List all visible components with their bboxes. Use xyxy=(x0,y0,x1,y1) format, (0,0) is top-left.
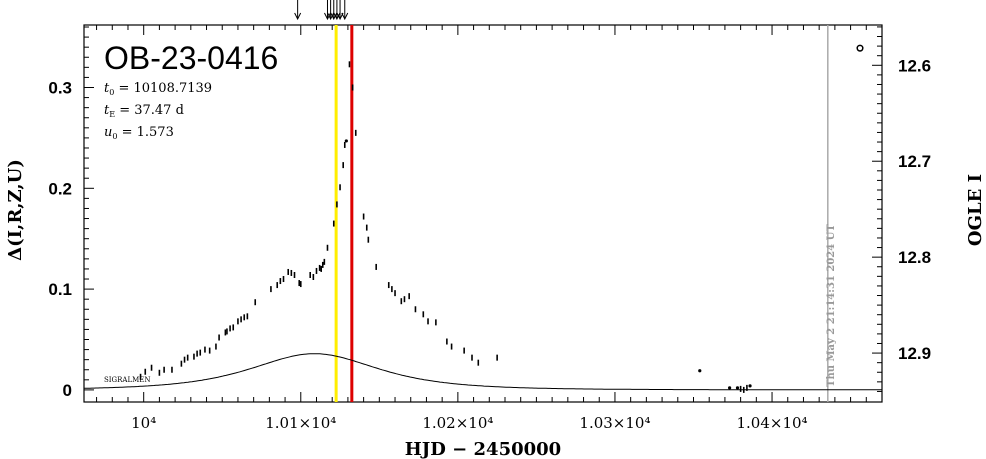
data-point-circle xyxy=(856,44,864,52)
param-u0: u0 = 1.573 xyxy=(104,125,174,141)
y-axis-label: Δ(I,R,Z,U) xyxy=(5,159,26,261)
y2-tick-label: 12.9 xyxy=(898,344,931,363)
data-point xyxy=(748,384,752,388)
x-tick-label: 1.03×10⁴ xyxy=(579,414,650,432)
tick-labels: 10⁴ 1.01×10⁴ 1.02×10⁴ 1.03×10⁴ 1.04×10⁴ 0 0.1 0… xyxy=(48,56,931,432)
y-tick-label: 0.2 xyxy=(48,179,72,198)
arrow-marker xyxy=(333,0,341,21)
data-points xyxy=(139,44,864,393)
y-tick-label: 0.1 xyxy=(48,280,72,299)
y-tick-label: 0.3 xyxy=(48,78,72,97)
arrow-marker xyxy=(294,0,302,21)
arrow-marker xyxy=(327,0,335,21)
data-point xyxy=(344,139,348,143)
plot-frame xyxy=(83,24,883,403)
x-tick-label: 1.04×10⁴ xyxy=(737,414,808,432)
event-lines xyxy=(334,25,829,402)
data-point xyxy=(728,386,732,390)
arrow-marker xyxy=(336,0,344,21)
chart-title: OB-23-0416 xyxy=(104,40,278,76)
y2-tick-label: 12.6 xyxy=(898,56,931,75)
x-tick-label: 1.01×10⁴ xyxy=(265,414,336,432)
axis-ticks xyxy=(84,25,882,402)
y2-tick-label: 12.8 xyxy=(898,248,931,267)
observation-arrows xyxy=(294,0,349,21)
model-curve-group xyxy=(84,353,882,391)
y2-tick-label: 12.7 xyxy=(898,152,931,171)
arrow-marker xyxy=(330,0,338,21)
y2-axis-label: OGLE I xyxy=(965,174,986,246)
model-curve xyxy=(84,353,882,391)
x-tick-label: 10⁴ xyxy=(131,414,156,432)
x-tick-label: 1.02×10⁴ xyxy=(422,414,493,432)
timestamp-label: Thu May 2 21:14:31 2024 UT xyxy=(826,224,837,387)
fit-parameters: t0 = 10108.7139 tE = 37.47 d u0 = 1.573 xyxy=(104,81,212,141)
data-point xyxy=(698,369,702,373)
x-axis-label: HJD − 2450000 xyxy=(405,439,561,459)
arrow-marker xyxy=(324,0,331,21)
param-t0: t0 = 10108.7139 xyxy=(104,81,212,97)
signature-label: SIGRALMEN xyxy=(104,376,151,384)
param-tE: tE = 37.47 d xyxy=(104,103,184,119)
y-tick-label: 0 xyxy=(63,381,72,400)
data-point xyxy=(735,386,740,390)
arrow-marker xyxy=(341,0,349,21)
